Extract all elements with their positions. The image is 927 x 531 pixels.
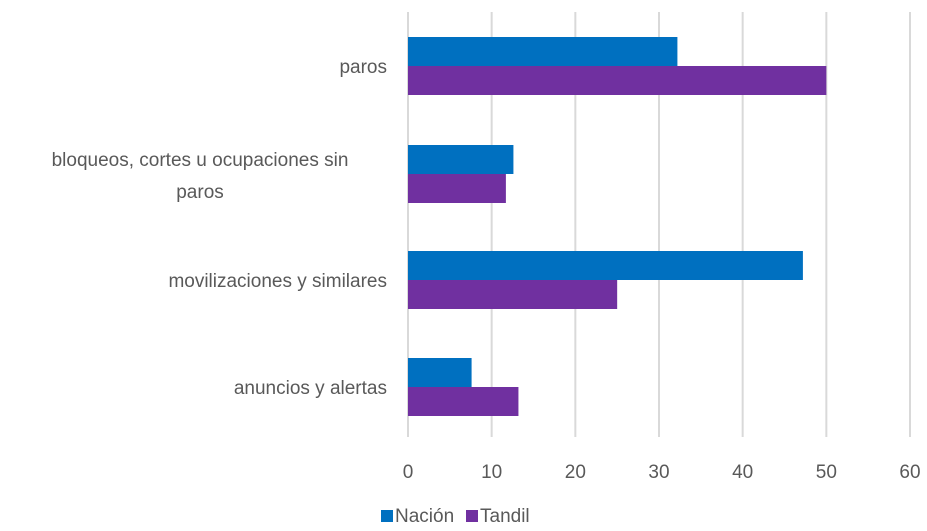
x-tick-label-30: 30 [648, 462, 669, 483]
x-tick-label-50: 50 [816, 462, 837, 483]
category-label-1: bloqueos, cortes u ocupaciones sin paros [52, 150, 349, 203]
x-tick-label-60: 60 [899, 462, 920, 483]
bar-tandil-2 [408, 280, 618, 309]
x-axis-tick-labels: 0 10 20 30 40 50 60 [403, 462, 921, 483]
legend-swatch-tandil [466, 510, 478, 522]
legend-label-tandil: Tandil [480, 506, 530, 527]
x-tick-label-20: 20 [565, 462, 586, 483]
x-tick-label-40: 40 [732, 462, 753, 483]
category-label-3: anuncios y alertas [234, 378, 387, 399]
legend-label-nación: Nación [395, 506, 454, 527]
category-label-2: movilizaciones y similares [168, 271, 387, 292]
bar-nación-0 [408, 37, 678, 66]
bar-tandil-0 [408, 66, 827, 95]
bar-nación-3 [408, 358, 472, 387]
x-tick-label-10: 10 [481, 462, 502, 483]
x-tick-label-0: 0 [403, 462, 414, 483]
bar-nación-2 [408, 251, 803, 280]
category-labels: paros bloqueos, cortes u ocupaciones sin p… [52, 57, 387, 399]
legend: Nación Tandil [381, 506, 530, 527]
legend-swatch-nación [381, 510, 393, 522]
bar-tandil-3 [408, 387, 519, 416]
bars [408, 37, 827, 416]
bar-nación-1 [408, 145, 514, 174]
category-label-0: paros [339, 57, 387, 78]
bar-tandil-1 [408, 174, 506, 203]
